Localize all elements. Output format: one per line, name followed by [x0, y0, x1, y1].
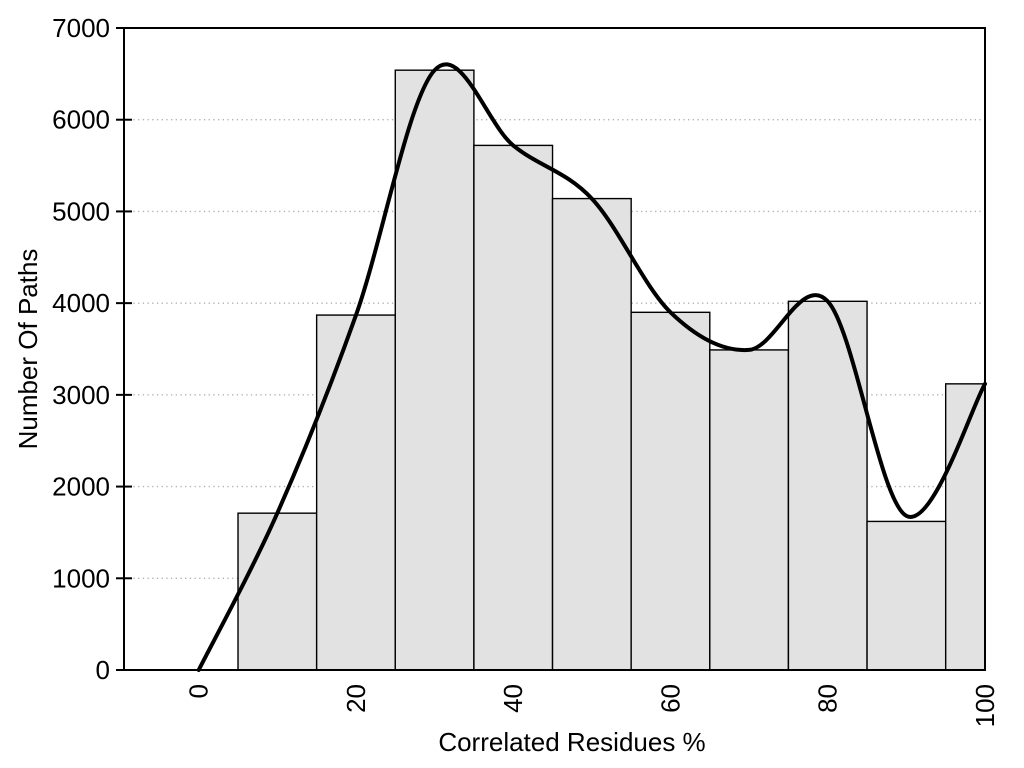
frame-group	[123, 27, 986, 671]
x-axis-title: Correlated Residues %	[438, 727, 705, 757]
tick-labels-group: 0 1000 2000 3000 4000 5000 6000 7000 0 20 40 60 80 10…	[52, 13, 1000, 727]
y-tick-label: 0	[96, 655, 110, 685]
x-tick-label: 20	[341, 684, 371, 713]
histogram-bar	[473, 144, 554, 671]
bars-group	[237, 69, 986, 671]
x-tick-label: 100	[970, 684, 1000, 727]
y-tick-label: 5000	[52, 196, 110, 226]
curve-group	[196, 62, 987, 672]
y-axis-title: Number Of Paths	[13, 249, 43, 450]
histogram-bar	[866, 520, 947, 671]
x-tick-label: 0	[184, 684, 214, 698]
x-tick-label: 60	[656, 684, 686, 713]
y-tick-label: 6000	[52, 105, 110, 135]
histogram-bar	[709, 349, 790, 671]
plot-frame	[123, 27, 986, 671]
y-tick-label: 7000	[52, 13, 110, 43]
histogram-bar	[237, 512, 318, 671]
frequency-curve	[196, 62, 987, 672]
y-tick-label: 2000	[52, 472, 110, 502]
histogram-bar	[551, 197, 632, 671]
histogram-bar	[787, 300, 868, 671]
histogram-bar	[630, 311, 711, 671]
histogram-bar	[315, 314, 396, 671]
y-tick-label: 3000	[52, 380, 110, 410]
y-tick-label: 4000	[52, 288, 110, 318]
y-tick-label: 1000	[52, 563, 110, 593]
x-tick-label: 40	[498, 684, 528, 713]
x-tick-label: 80	[813, 684, 843, 713]
histogram-bar	[394, 69, 475, 671]
